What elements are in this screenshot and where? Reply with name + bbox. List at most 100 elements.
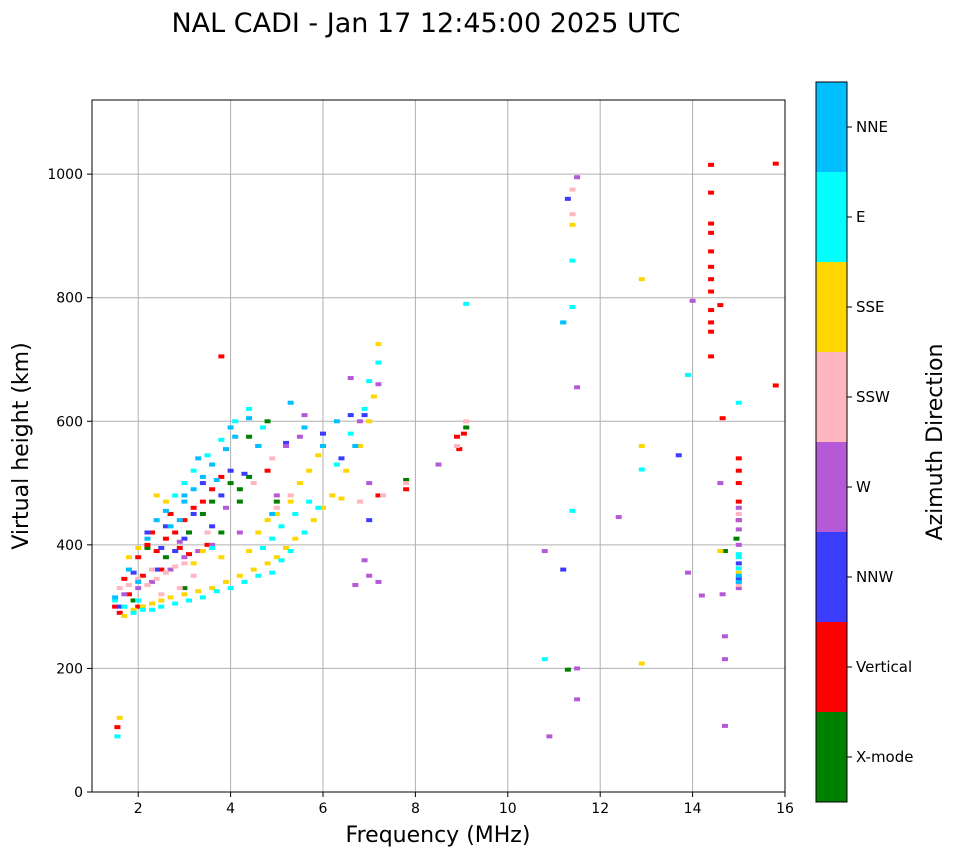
data-point-e xyxy=(190,468,197,473)
data-point-sse xyxy=(116,715,123,720)
data-point-sse xyxy=(569,222,576,227)
data-point-nnw xyxy=(675,453,682,458)
data-point-vertical xyxy=(708,249,715,254)
data-point-vertical xyxy=(167,511,174,516)
data-point-e xyxy=(172,493,179,498)
data-point-w xyxy=(167,567,174,572)
data-point-sse xyxy=(153,493,160,498)
data-point-e xyxy=(259,545,266,550)
data-point-vertical xyxy=(204,542,211,547)
data-point-w xyxy=(574,385,581,390)
chart-title: NAL CADI - Jan 17 12:45:00 2025 UTC xyxy=(171,8,680,39)
data-point-e xyxy=(278,558,285,563)
data-point-ssw xyxy=(172,564,179,569)
data-point-nne xyxy=(112,595,119,600)
data-point-e xyxy=(638,467,645,472)
data-point-x-mode xyxy=(403,477,410,482)
data-point-sse xyxy=(306,468,313,473)
data-point-x-mode xyxy=(564,667,571,672)
axis-ticks: 2 4 6 8 10 12 14 16 0 200 400 600 800 1000 xyxy=(47,167,794,817)
data-point-ssw xyxy=(250,481,257,486)
data-point-e xyxy=(218,437,225,442)
data-point-e xyxy=(255,573,262,578)
data-point-w xyxy=(684,570,691,575)
data-point-nnw xyxy=(361,413,368,418)
data-point-vertical xyxy=(772,383,779,388)
data-point-nnw xyxy=(241,471,248,476)
data-point-w xyxy=(222,505,229,510)
data-point-vertical xyxy=(717,303,724,308)
data-point-sse xyxy=(338,496,345,501)
data-point-e xyxy=(227,586,234,591)
data-point-w xyxy=(283,444,290,448)
data-point-vertical xyxy=(121,576,128,581)
data-point-ssw xyxy=(144,583,151,588)
data-point-e xyxy=(186,598,193,603)
data-point-nne xyxy=(269,511,276,516)
data-point-ssw xyxy=(356,499,363,504)
data-point-vertical xyxy=(708,354,715,359)
y-tick-label: 1000 xyxy=(47,167,83,183)
data-point-e xyxy=(209,545,216,550)
data-point-vertical xyxy=(735,468,742,473)
data-point-nnw xyxy=(347,413,354,418)
y-tick-label: 200 xyxy=(56,661,83,677)
data-point-nnw xyxy=(144,530,151,535)
data-point-sse xyxy=(264,518,271,523)
data-point-sse xyxy=(735,570,742,575)
data-point-ssw xyxy=(403,481,410,486)
data-point-sse xyxy=(283,545,290,550)
colorbar-segment-vertical xyxy=(816,622,847,712)
data-point-vertical xyxy=(114,725,121,730)
data-point-x-mode xyxy=(227,481,234,486)
data-point-ssw xyxy=(269,456,276,461)
data-point-x-mode xyxy=(181,586,188,591)
data-point-x-mode xyxy=(463,425,470,430)
data-point-vertical xyxy=(116,610,123,615)
colorbar: X-mode Vertical NNW W SSW SSE E NNE xyxy=(815,81,913,803)
data-point-vertical xyxy=(149,530,156,535)
data-point-nne xyxy=(287,400,294,405)
data-point-w xyxy=(717,481,724,486)
data-point-x-mode xyxy=(218,530,225,535)
data-point-x-mode xyxy=(162,555,169,560)
data-point-vertical xyxy=(453,434,460,439)
data-point-e xyxy=(287,549,294,554)
data-point-vertical xyxy=(218,354,225,359)
data-point-e xyxy=(241,579,248,584)
data-point-nne xyxy=(735,579,742,584)
data-point-w xyxy=(735,586,742,591)
data-point-nnw xyxy=(172,549,179,554)
x-tick-label: 10 xyxy=(499,801,517,817)
data-point-sse xyxy=(356,444,363,448)
data-point-x-mode xyxy=(144,545,151,550)
data-point-sse xyxy=(273,555,280,560)
plot-frame xyxy=(91,99,786,793)
data-point-x-mode xyxy=(264,419,271,424)
data-point-vertical xyxy=(125,592,132,597)
data-point-sse xyxy=(375,342,382,347)
data-point-ssw xyxy=(135,576,142,581)
data-point-sse xyxy=(255,530,262,535)
data-point-e xyxy=(130,610,137,615)
data-point-x-mode xyxy=(733,536,740,541)
colorbar-label: E xyxy=(856,208,865,226)
data-point-vertical xyxy=(181,518,188,523)
data-point-x-mode xyxy=(130,598,137,603)
data-point-nne xyxy=(167,524,174,529)
data-point-e xyxy=(541,657,548,662)
data-point-sse xyxy=(162,499,169,504)
data-point-ssw xyxy=(116,586,123,591)
data-point-vertical xyxy=(264,468,271,473)
data-point-sse xyxy=(130,607,137,612)
data-point-sse xyxy=(329,493,336,498)
data-point-nnw xyxy=(158,545,165,550)
data-point-w xyxy=(366,481,373,486)
data-point-ssw xyxy=(287,493,294,498)
data-point-e xyxy=(232,419,239,424)
x-tick-label: 4 xyxy=(226,801,235,817)
data-point-x-mode xyxy=(236,487,243,492)
data-point-ssw xyxy=(158,592,165,597)
grid xyxy=(92,100,786,793)
data-point-w xyxy=(698,593,705,598)
